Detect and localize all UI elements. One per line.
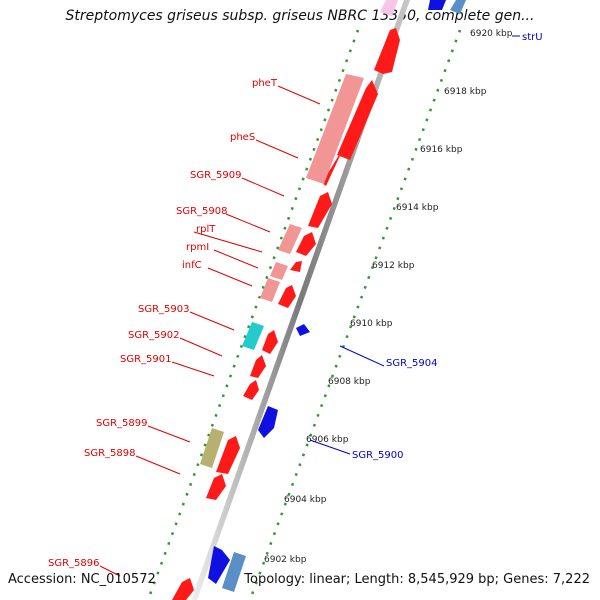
gene-box-steel[interactable] xyxy=(222,552,246,592)
gene-label[interactable]: SGR_5896 xyxy=(48,558,100,569)
gene-label[interactable]: pheT xyxy=(252,78,278,89)
gene-label[interactable]: infC xyxy=(182,260,202,271)
right-gene-labels: strU SGR_5904 SGR_5900 xyxy=(352,32,543,461)
gene-arrow-reverse[interactable] xyxy=(296,324,310,336)
genes-pink xyxy=(260,0,398,302)
gene-label[interactable]: rpmI xyxy=(186,242,209,253)
gene-label[interactable]: pheS xyxy=(230,132,255,143)
gene-label[interactable]: rplT xyxy=(196,224,216,235)
gene-box[interactable] xyxy=(380,0,398,16)
gene-box[interactable] xyxy=(260,278,280,302)
gene-label[interactable]: SGR_5900 xyxy=(352,450,404,461)
tick-label: 6908 kbp xyxy=(328,377,371,387)
gene-arrow[interactable] xyxy=(216,436,240,474)
gene-arrow[interactable] xyxy=(243,380,259,400)
track-guide-right xyxy=(248,29,462,600)
gene-arrow-reverse[interactable] xyxy=(428,0,446,10)
gene-arrow[interactable] xyxy=(278,285,296,308)
tick-label: 6902 kbp xyxy=(264,555,307,565)
tick-label: 6914 kbp xyxy=(396,203,439,213)
gene-label[interactable]: SGR_5904 xyxy=(386,358,438,369)
gene-box[interactable] xyxy=(278,224,302,254)
gene-label[interactable]: SGR_5903 xyxy=(138,304,190,315)
gene-label[interactable]: SGR_5909 xyxy=(190,170,242,181)
tick-label: 6920 kbp xyxy=(470,29,513,39)
gene-label[interactable]: SGR_5908 xyxy=(176,206,228,217)
summary-text: Topology: linear; Length: 8,545,929 bp; … xyxy=(244,572,590,587)
track-guide-left xyxy=(146,29,360,600)
gene-label[interactable]: SGR_5902 xyxy=(128,330,180,341)
gene-arrow[interactable] xyxy=(308,192,332,228)
gene-label[interactable]: SGR_5899 xyxy=(96,418,148,429)
gene-arrow[interactable] xyxy=(290,261,302,272)
gene-box[interactable] xyxy=(270,262,288,280)
gene-arrow-reverse[interactable] xyxy=(208,546,230,584)
gene-arrow[interactable] xyxy=(337,80,378,160)
gene-arrow[interactable] xyxy=(374,28,400,74)
gene-arrow[interactable] xyxy=(322,140,348,186)
gene-box-olive[interactable] xyxy=(200,428,224,468)
gene-label[interactable]: SGR_5898 xyxy=(84,448,136,459)
tick-label: 6910 kbp xyxy=(350,319,393,329)
left-gene-labels: pheT pheS SGR_5909 SGR_5908 rplT rpmI in… xyxy=(48,78,278,569)
gene-label[interactable]: SGR_5901 xyxy=(120,354,172,365)
gene-arrow[interactable] xyxy=(172,578,194,600)
right-leader-lines xyxy=(309,35,520,455)
accession-text: Accession: NC_010572 xyxy=(8,572,156,587)
kbp-ticks: 6920 kbp 6918 kbp 6916 kbp 6914 kbp 6912… xyxy=(264,29,513,565)
tick-label: 6906 kbp xyxy=(306,435,349,445)
map-title: Streptomyces griseus subsp. griseus NBRC… xyxy=(65,8,535,24)
gene-arrow-reverse[interactable] xyxy=(258,406,278,438)
gene-arrow[interactable] xyxy=(250,355,266,378)
genes-reverse xyxy=(208,0,466,592)
gene-box-cyan[interactable] xyxy=(242,322,264,350)
tick-label: 6918 kbp xyxy=(444,87,487,97)
genes-forward xyxy=(172,28,400,600)
gene-label[interactable]: strU xyxy=(522,32,543,43)
gene-arrow[interactable] xyxy=(206,474,226,500)
tick-label: 6912 kbp xyxy=(372,261,415,271)
tick-label: 6904 kbp xyxy=(284,495,327,505)
tick-label: 6916 kbp xyxy=(420,145,463,155)
gene-arrow[interactable] xyxy=(296,232,316,256)
gene-box[interactable] xyxy=(306,74,364,184)
gene-arrow[interactable] xyxy=(262,330,278,354)
left-leader-lines xyxy=(99,85,321,577)
genome-axis xyxy=(191,0,410,600)
gene-box-steel[interactable] xyxy=(450,0,466,14)
